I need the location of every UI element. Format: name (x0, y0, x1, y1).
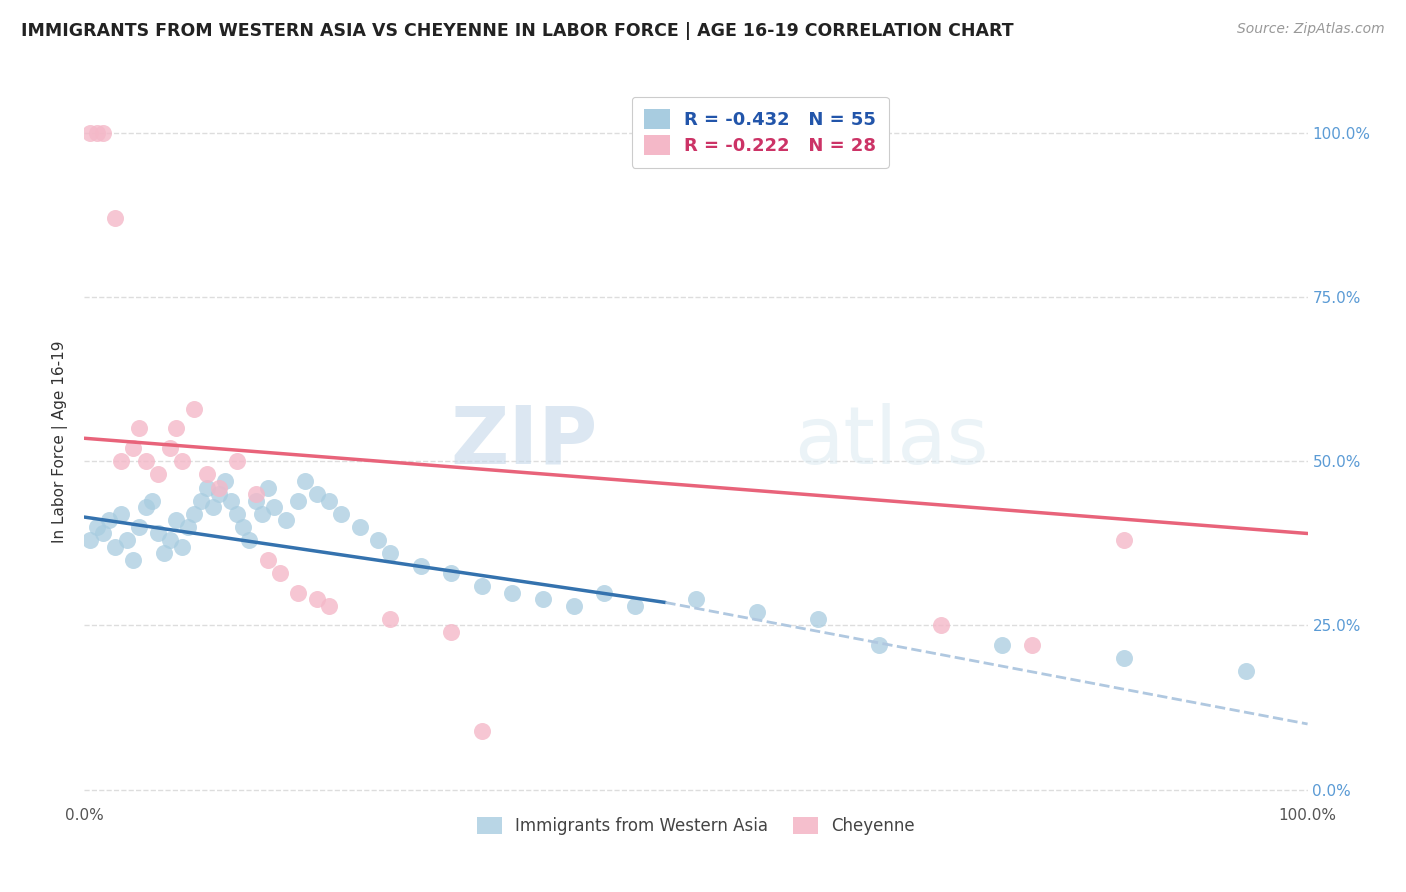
Point (276, 513, 298, 527)
Point (238, 533, 260, 547)
Point (165, 513, 187, 527)
Point (195, 481, 218, 495)
Point (250, 507, 273, 521)
Point (86, 520, 108, 534)
Text: atlas: atlas (794, 402, 988, 481)
Point (269, 566, 291, 580)
Point (172, 540, 194, 554)
Point (305, 592, 328, 607)
Point (330, 507, 353, 521)
Point (91, 126, 114, 140)
Point (165, 421, 187, 435)
Point (471, 723, 494, 738)
Point (807, 612, 830, 626)
Point (226, 507, 249, 521)
Point (531, 592, 554, 607)
Point (929, 618, 952, 632)
Point (1114, 651, 1136, 665)
Point (318, 599, 340, 613)
Point (349, 520, 371, 534)
Point (409, 559, 432, 574)
Point (110, 454, 132, 468)
Point (159, 441, 181, 455)
Point (91, 526, 114, 541)
Point (135, 500, 157, 515)
Point (367, 533, 389, 547)
Point (110, 507, 132, 521)
Point (153, 546, 176, 560)
Point (624, 599, 647, 613)
Point (190, 493, 212, 508)
Point (86, 126, 108, 140)
Point (747, 605, 769, 619)
Point (208, 481, 231, 495)
Point (380, 546, 402, 560)
Text: IMMIGRANTS FROM WESTERN ASIA VS CHEYENNE IN LABOR FORCE | AGE 16-19 CORRELATION : IMMIGRANTS FROM WESTERN ASIA VS CHEYENNE… (21, 22, 1014, 40)
Text: ZIP: ZIP (451, 402, 598, 481)
Point (991, 638, 1014, 652)
Point (208, 487, 231, 501)
Point (287, 493, 309, 508)
Point (219, 493, 242, 508)
Point (257, 481, 280, 495)
Point (104, 540, 127, 554)
Point (115, 533, 138, 547)
Y-axis label: In Labor Force | Age 16-19: In Labor Force | Age 16-19 (52, 340, 69, 543)
Point (245, 493, 267, 508)
Point (440, 566, 463, 580)
Point (471, 579, 494, 593)
Point (263, 500, 285, 515)
Point (562, 599, 585, 613)
Point (146, 526, 169, 541)
Point (79, 126, 101, 140)
Point (177, 520, 200, 534)
Point (1236, 665, 1258, 679)
Point (128, 520, 150, 534)
Point (159, 533, 181, 547)
Point (104, 211, 127, 226)
Point (201, 500, 224, 515)
Legend: Immigrants from Western Asia, Cheyenne: Immigrants from Western Asia, Cheyenne (470, 810, 922, 841)
Point (122, 441, 145, 455)
Point (214, 474, 236, 488)
Point (195, 467, 218, 482)
Point (257, 553, 280, 567)
Point (146, 467, 169, 482)
Point (128, 421, 150, 435)
Point (1114, 533, 1136, 547)
Point (135, 454, 157, 468)
Point (685, 592, 707, 607)
Point (380, 612, 402, 626)
Point (172, 454, 194, 468)
Point (97, 513, 120, 527)
Point (440, 625, 463, 640)
Point (869, 638, 891, 652)
Point (232, 520, 254, 534)
Point (79, 533, 101, 547)
Point (502, 585, 524, 599)
Point (294, 474, 316, 488)
Point (122, 553, 145, 567)
Point (1021, 638, 1043, 652)
Text: Source: ZipAtlas.com: Source: ZipAtlas.com (1237, 22, 1385, 37)
Point (593, 585, 616, 599)
Point (287, 585, 309, 599)
Point (183, 401, 205, 416)
Point (183, 507, 205, 521)
Point (226, 454, 249, 468)
Point (245, 487, 267, 501)
Point (305, 487, 328, 501)
Point (318, 493, 340, 508)
Point (141, 493, 163, 508)
